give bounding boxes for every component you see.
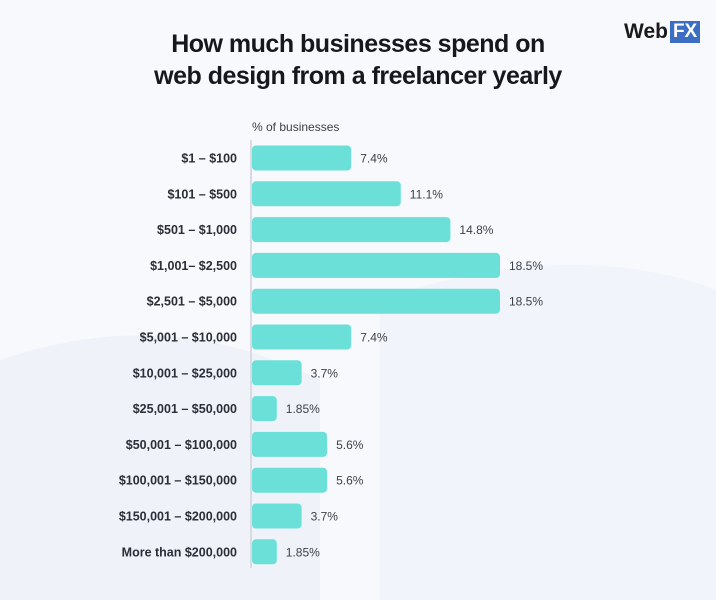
category-label: $50,001 – $100,000 [126, 438, 237, 452]
bar [252, 396, 277, 422]
category-label: $1,001– $2,500 [150, 259, 237, 273]
bar [252, 324, 352, 350]
category-label: $150,001 – $200,000 [119, 510, 237, 524]
title-line: How much businesses spend on [171, 30, 545, 58]
data-label: 3.7% [311, 366, 339, 380]
data-label: 7.4% [360, 331, 388, 345]
category-label: $5,001 – $10,000 [140, 331, 237, 345]
category-label: $2,501 – $5,000 [147, 295, 237, 309]
webfx-logo: Web FX [624, 20, 701, 44]
category-label: $10,001 – $25,000 [133, 366, 237, 380]
data-label: 18.5% [509, 259, 543, 273]
data-label: 11.1% [410, 187, 443, 201]
bar [252, 539, 277, 565]
category-label: $501 – $1,000 [157, 223, 237, 237]
category-label: $100,001 – $150,000 [119, 474, 237, 488]
bar [252, 145, 352, 171]
data-label: 5.6% [336, 438, 364, 452]
category-label: $1 – $100 [181, 152, 237, 166]
bar [252, 217, 451, 243]
bar [252, 252, 500, 278]
chart-title: How much businesses spend on web design … [0, 28, 716, 92]
data-label: 1.85% [286, 545, 320, 559]
bar [252, 181, 401, 207]
bar [252, 467, 328, 493]
data-label: 7.4% [360, 152, 388, 166]
bar [252, 503, 302, 529]
category-label: $101 – $500 [167, 187, 237, 201]
data-label: 3.7% [311, 510, 339, 524]
data-label: 1.85% [286, 402, 320, 416]
bar [252, 360, 302, 386]
category-label: $25,001 – $50,000 [133, 402, 237, 416]
data-label: 5.6% [336, 474, 364, 488]
axis-title: % of businesses [252, 120, 340, 134]
bar [252, 288, 500, 314]
category-label: More than $200,000 [122, 545, 237, 559]
bar [252, 431, 328, 457]
data-label: 14.8% [459, 223, 493, 237]
data-label: 18.5% [509, 295, 543, 309]
title-line: web design from a freelancer yearly [154, 62, 562, 90]
